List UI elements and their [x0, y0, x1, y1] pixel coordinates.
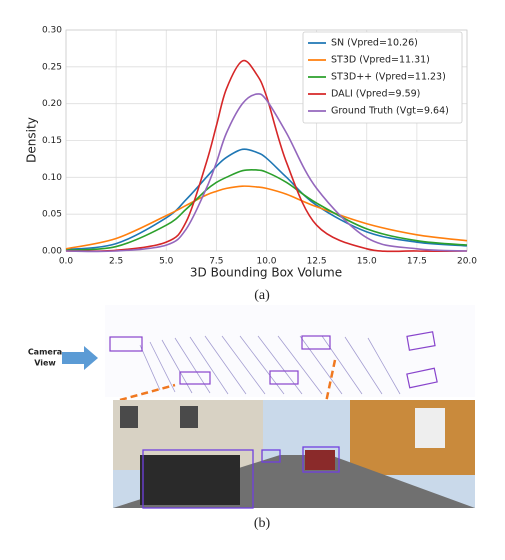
- camera-label: View: [34, 359, 56, 368]
- caption-a: (a): [254, 288, 270, 303]
- plot-frame: [65, 29, 468, 252]
- line-series: [65, 93, 468, 253]
- legend-label: Ground Truth (Vgt=9.64): [331, 106, 449, 117]
- y-tick-label: 0.05: [42, 210, 62, 220]
- x-tick-label: 17.5: [407, 257, 427, 267]
- line-series: [65, 168, 468, 252]
- x-axis-label: 3D Bounding Box Volume: [190, 266, 342, 280]
- bev-point-cloud: [105, 305, 475, 441]
- x-tick-label: 0.0: [59, 257, 74, 267]
- camera-arrow: [62, 346, 98, 370]
- x-tick-label: 20.0: [457, 257, 477, 267]
- line-series: [65, 59, 468, 253]
- caption-b: (b): [254, 516, 271, 531]
- camera-image: [113, 400, 475, 509]
- y-axis-label: Density: [25, 117, 39, 163]
- camera-label: Camera: [28, 348, 62, 357]
- x-tick-label: 7.5: [209, 257, 223, 267]
- x-tick-label: 5.0: [159, 257, 174, 267]
- x-tick-label: 15.0: [357, 257, 377, 267]
- x-tick-label: 12.5: [307, 257, 327, 267]
- legend-box: [302, 31, 463, 124]
- y-tick-label: 0.30: [42, 26, 62, 36]
- legend-label: SN (Vpred=10.26): [331, 38, 418, 49]
- chart: 0.00 0.05 0.10 0.15 0.20 0.25 0.30 0.0 2.5 5.0 7.5…: [42, 26, 477, 267]
- legend-label: ST3D++ (Vpred=11.23): [331, 72, 446, 83]
- legend-label: DALI (Vpred=9.59): [331, 89, 420, 100]
- y-tick-label: 0.10: [42, 173, 62, 183]
- x-tick-label: 10.0: [256, 257, 276, 267]
- y-tick-label: 0.20: [42, 99, 62, 109]
- x-tick-label: 2.5: [109, 257, 123, 267]
- y-tick-label: 0.25: [42, 62, 62, 72]
- legend-label: ST3D (Vpred=11.31): [331, 55, 430, 66]
- line-series: [65, 185, 468, 250]
- y-tick-label: 0.00: [42, 247, 62, 257]
- y-tick-label: 0.15: [42, 136, 62, 146]
